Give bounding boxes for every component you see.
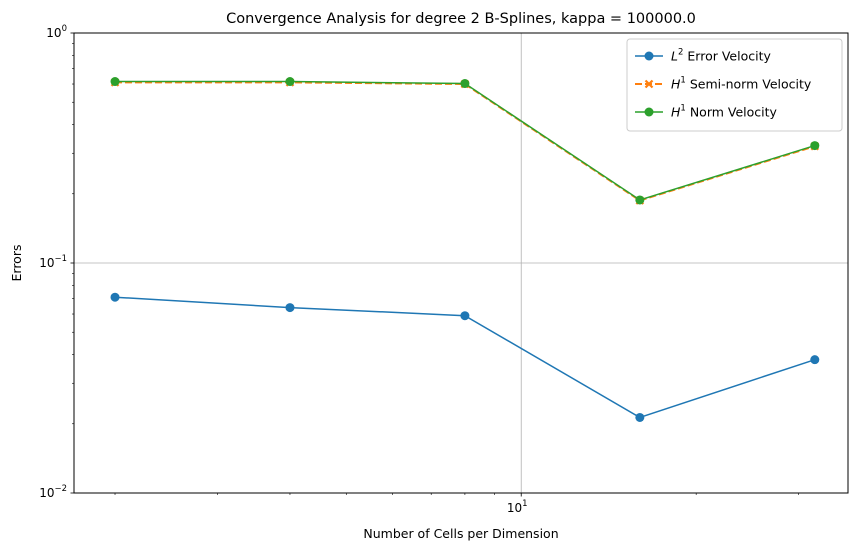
legend: L2 Error Velocity H1 Semi-norm Velocity H1 No… [626, 38, 843, 132]
series-1 [110, 292, 820, 422]
x-tick-label: 101 [507, 499, 528, 515]
legend-item-2: H1 Semi-norm Velocity [635, 76, 812, 92]
series-3 [110, 77, 820, 205]
y-tick-label: 10−1 [39, 254, 67, 270]
legend-item-3: H1 Norm Velocity [635, 104, 778, 120]
legend-label: H1 Norm Velocity [671, 104, 778, 120]
legend-box [626, 38, 843, 132]
series-layer [110, 77, 820, 422]
series-3-point [110, 77, 120, 87]
legend-marker [644, 107, 654, 117]
legend-label: H1 Semi-norm Velocity [671, 76, 812, 92]
x-axis-label: Number of Cells per Dimension [363, 526, 558, 541]
y-axis-label: Errors [9, 245, 24, 282]
legend-item-1: L2 Error Velocity [635, 48, 771, 64]
series-3-point [285, 77, 295, 87]
series-1-point [110, 292, 120, 302]
y-tick-label: 100 [46, 24, 67, 40]
series-1-point [810, 355, 820, 365]
y-tick-label: 10−2 [39, 484, 67, 500]
series-1-point [285, 303, 295, 313]
series-1-point [460, 311, 470, 321]
tick-layer: 101 10−2 10−1 100 [39, 24, 527, 515]
legend-marker [644, 79, 654, 89]
series-1-point [635, 412, 645, 422]
series-3-point [460, 79, 470, 89]
series-3-point [635, 195, 645, 205]
chart-title: Convergence Analysis for degree 2 B-Spli… [226, 11, 696, 27]
legend-marker [644, 51, 654, 61]
legend-label: L2 Error Velocity [671, 48, 771, 64]
series-3-point [810, 141, 820, 151]
